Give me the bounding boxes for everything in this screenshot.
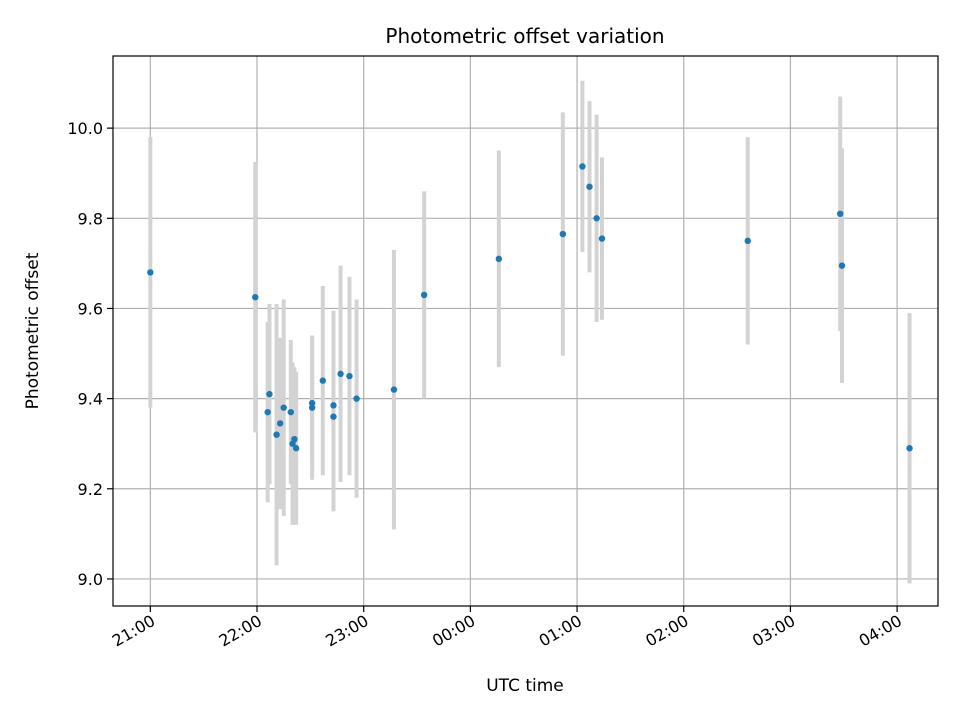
x-axis-ticks: 21:00 22:00 23:00 00:00 01:00 02:00 03:00 04:00 xyxy=(109,606,905,651)
data-point xyxy=(598,235,606,242)
y-axis-ticks: 9.0 9.2 9.4 9.6 9.8 10.0 xyxy=(67,119,113,589)
data-point xyxy=(353,395,360,402)
chart-title: Photometric offset variation xyxy=(385,24,664,48)
data-point xyxy=(252,293,259,301)
x-tick-label: 02:00 xyxy=(642,611,691,651)
data-point xyxy=(330,413,337,420)
data-point xyxy=(276,420,284,427)
data-point xyxy=(495,255,503,263)
y-tick-label: 9.6 xyxy=(78,299,103,318)
y-tick-label: 9.0 xyxy=(78,570,103,589)
y-tick-label: 9.4 xyxy=(78,390,103,409)
data-point xyxy=(906,445,913,452)
data-point xyxy=(346,372,353,380)
plot-frame xyxy=(112,55,939,607)
data-point xyxy=(744,237,751,245)
data-point xyxy=(264,408,271,416)
data-point xyxy=(291,435,298,443)
data-point xyxy=(273,431,280,438)
data-point xyxy=(319,377,327,384)
data-point xyxy=(586,183,593,190)
data-point xyxy=(308,404,316,411)
data-point xyxy=(147,269,154,276)
data-points xyxy=(147,163,913,452)
x-tick-label: 01:00 xyxy=(536,611,585,651)
data-point xyxy=(280,404,287,411)
y-axis-label: Photometric offset xyxy=(23,252,43,409)
x-tick-label: 23:00 xyxy=(322,611,371,651)
x-tick-label: 04:00 xyxy=(856,611,905,651)
data-point xyxy=(330,402,337,409)
data-point xyxy=(837,210,844,217)
data-point xyxy=(266,390,273,398)
data-point xyxy=(292,445,300,452)
data-point xyxy=(287,408,295,416)
data-point xyxy=(838,262,846,269)
y-tick-label: 9.2 xyxy=(78,480,103,499)
grid-lines xyxy=(113,56,938,606)
data-point xyxy=(579,163,586,170)
data-point xyxy=(559,230,567,238)
error-bars xyxy=(148,80,912,584)
x-axis-label: UTC time xyxy=(486,676,564,696)
x-tick-label: 03:00 xyxy=(749,611,798,651)
data-point xyxy=(420,291,428,299)
data-point xyxy=(337,370,344,378)
data-point xyxy=(593,215,600,222)
y-tick-label: 9.8 xyxy=(78,209,103,228)
data-point xyxy=(390,386,398,393)
data-point xyxy=(308,399,316,407)
x-tick-label: 22:00 xyxy=(216,611,265,651)
y-tick-label: 10.0 xyxy=(67,119,103,138)
x-tick-label: 00:00 xyxy=(429,611,478,651)
x-tick-label: 21:00 xyxy=(109,611,158,651)
